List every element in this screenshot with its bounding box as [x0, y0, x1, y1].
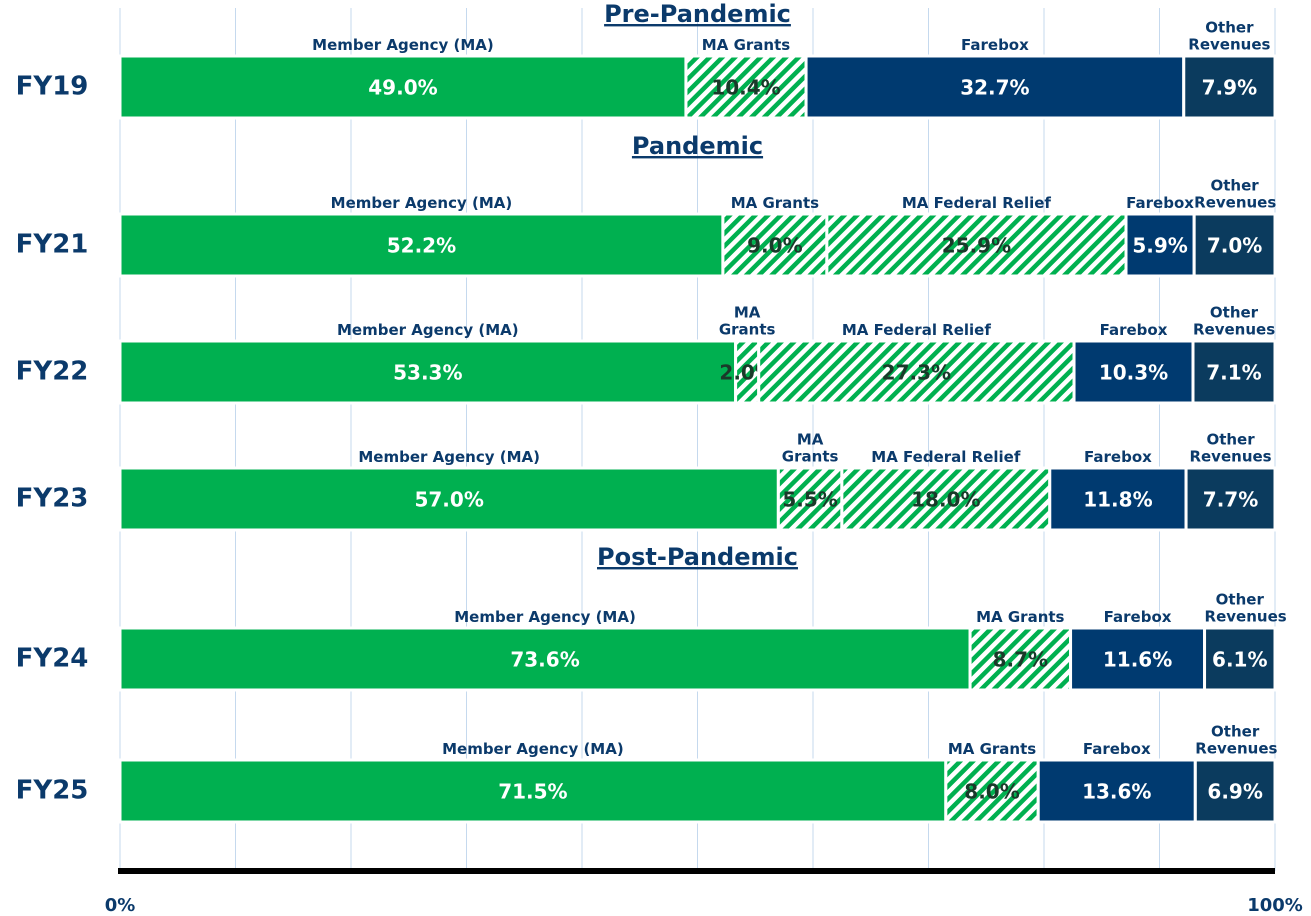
bar-segment [1182, 54, 1277, 120]
data-label: 7.1% [1206, 361, 1261, 385]
data-label: 7.7% [1203, 488, 1258, 512]
segment-name: Member Agency (MA) [312, 35, 494, 54]
section-title: Pre-Pandemic [604, 0, 791, 28]
segment-name: MA Grants [730, 193, 820, 212]
data-label: 18.0% [911, 488, 980, 512]
section-title: Pandemic [632, 132, 763, 160]
bar-segment [968, 626, 1073, 692]
bar-segment [118, 466, 780, 532]
bar-segment [684, 54, 808, 120]
segment-name: Other Revenues [1204, 590, 1287, 626]
bar-segment [840, 466, 1052, 532]
category-label: FY19 [16, 72, 89, 102]
segment-name: Member Agency (MA) [330, 193, 513, 212]
data-label: 71.5% [498, 780, 567, 804]
x-tick-label: 0% [105, 895, 136, 916]
bar-segment [118, 339, 738, 405]
data-label: 9.0% [747, 234, 802, 258]
segment-name: Farebox [1084, 447, 1152, 466]
data-label: 57.0% [414, 488, 483, 512]
data-label: 11.6% [1103, 648, 1172, 672]
data-label: 11.8% [1083, 488, 1152, 512]
category-label: FY21 [16, 230, 89, 260]
bar-segment [757, 339, 1076, 405]
data-label: 8.0% [964, 780, 1019, 804]
data-label: 73.6% [510, 648, 579, 672]
data-label: 32.7% [960, 76, 1029, 100]
data-label: 6.9% [1207, 780, 1262, 804]
bar-segment [825, 212, 1128, 278]
category-label: FY24 [16, 644, 89, 674]
data-label: 13.6% [1082, 780, 1151, 804]
segment-name: MA Grants [947, 739, 1037, 758]
bar-segment [1191, 339, 1277, 405]
segment-name: MA Grants [976, 607, 1065, 626]
segment-name: MA Federal Relief [901, 193, 1051, 212]
category-label: FY22 [16, 357, 89, 387]
data-label: 7.9% [1202, 76, 1257, 100]
segment-name: Member Agency (MA) [442, 739, 624, 758]
segment-name: Farebox [1126, 193, 1194, 212]
x-tick-label: 100% [1247, 895, 1303, 916]
segment-name: Other Revenues [1188, 18, 1271, 54]
bar-segment [776, 466, 844, 532]
category-label: FY23 [16, 484, 89, 514]
segment-name: Other Revenues [1195, 722, 1278, 758]
bar-segment [1203, 626, 1277, 692]
bar-segment [1192, 212, 1277, 278]
data-label: 49.0% [368, 76, 437, 100]
data-label: 5.9% [1132, 234, 1187, 258]
bar-segment [1184, 466, 1277, 532]
data-label: 8.7% [993, 648, 1048, 672]
bar-segment [1124, 212, 1196, 278]
data-label: 25.9% [942, 234, 1011, 258]
segment-name: Farebox [961, 35, 1029, 54]
data-label: 53.3% [393, 361, 462, 385]
section-title: Post-Pandemic [597, 543, 798, 571]
bar-segment [1072, 339, 1195, 405]
segment-name: MA Grants [781, 430, 839, 466]
segment-name: Other Revenues [1194, 176, 1277, 212]
category-label: FY25 [16, 776, 89, 806]
segment-name: Farebox [1103, 607, 1172, 626]
segment-name: MA Grants [701, 35, 791, 54]
segment-name: Other Revenues [1192, 303, 1276, 339]
data-label: 52.2% [387, 234, 456, 258]
segment-name: MA Federal Relief [841, 320, 991, 339]
data-label: 10.4% [711, 76, 780, 100]
segment-name: Member Agency (MA) [336, 320, 519, 339]
data-label: 10.3% [1099, 361, 1168, 385]
segment-name: Member Agency (MA) [454, 607, 636, 626]
segment-name: Member Agency (MA) [358, 447, 540, 466]
bar-segment [804, 54, 1186, 120]
data-label: 5.5% [782, 488, 837, 512]
bar-segment [1193, 758, 1277, 824]
data-label: 7.0% [1207, 234, 1262, 258]
segment-name: MA Grants [718, 303, 776, 339]
bar-segment [1048, 466, 1188, 532]
bar-segment [1036, 758, 1197, 824]
segment-name: Farebox [1082, 739, 1151, 758]
data-label: 6.1% [1212, 648, 1267, 672]
data-label: 27.3% [882, 361, 951, 385]
bar-segment [118, 626, 972, 692]
segment-name: Other Revenues [1189, 430, 1272, 466]
bar-segment [721, 212, 829, 278]
segment-name: Farebox [1099, 320, 1168, 339]
segment-name: MA Federal Relief [871, 447, 1021, 466]
